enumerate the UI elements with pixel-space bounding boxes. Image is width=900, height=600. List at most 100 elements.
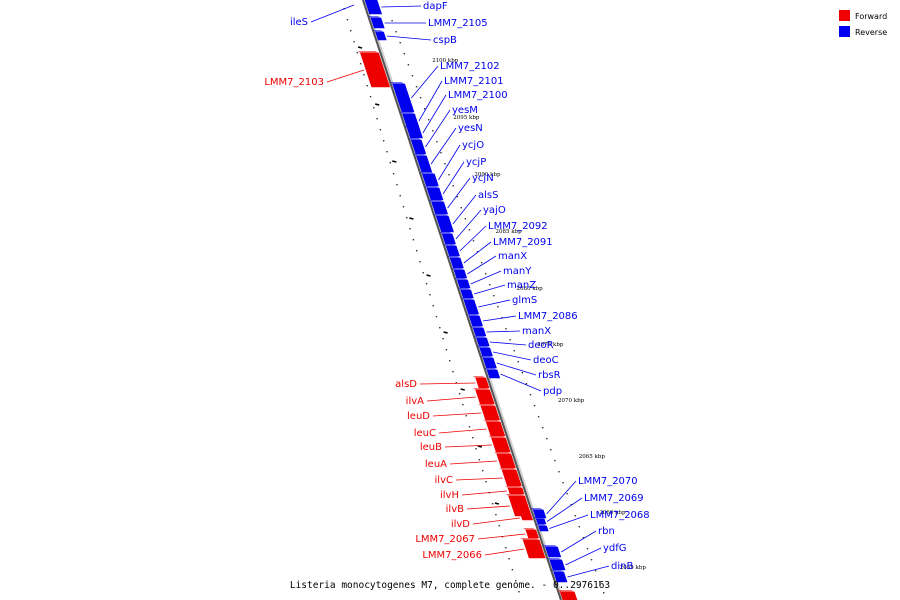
reverse-gene-block — [454, 278, 471, 289]
reverse-gene-leader — [459, 225, 487, 252]
forward-gene-block — [505, 494, 532, 517]
forward-legend-swatch — [839, 10, 850, 21]
reverse-gene-label: dapF — [423, 1, 448, 12]
reverse-gene-label: LMM7_2101 — [444, 76, 504, 87]
kbp-label: 2085 kbp — [495, 229, 522, 235]
reverse-gene-block — [372, 30, 387, 41]
reverse-gene-block — [439, 232, 456, 245]
forward-gene-label: ilvH — [440, 490, 459, 501]
reverse-gene-block — [443, 244, 460, 257]
forward-gene-label: ilvC — [435, 475, 453, 486]
reverse-gene-block — [408, 138, 427, 155]
reverse-gene-block — [447, 256, 464, 269]
reverse-gene-leader — [549, 514, 589, 529]
kbp-label: 2100 kbp — [432, 58, 459, 64]
reverse-gene-leader — [489, 341, 527, 346]
reverse-gene-leader — [381, 5, 422, 8]
reverse-gene-label: glmS — [512, 295, 537, 306]
forward-gene-leader — [326, 69, 365, 83]
reverse-gene-label: LMM7_2092 — [488, 221, 548, 232]
reverse-gene-block — [451, 268, 468, 279]
reverse-gene-label: rbn — [598, 526, 615, 537]
kbp-label: 2055 kbp — [620, 565, 647, 571]
reverse-gene-block — [367, 16, 385, 29]
reverse-legend-label: Reverse — [855, 28, 887, 37]
forward-gene-leader — [472, 517, 520, 525]
outer-tick-ring — [391, 20, 605, 594]
forward-gene-label: LMM7_2066 — [422, 550, 482, 561]
reverse-gene-label: LMM7_2086 — [518, 311, 578, 322]
reverse-legend-swatch — [839, 26, 850, 37]
forward-gene-leader — [419, 382, 476, 385]
reverse-gene-leader — [386, 35, 432, 41]
reverse-gene-block — [535, 524, 549, 532]
forward-gene-block — [499, 468, 522, 487]
reverse-gene-leader — [473, 284, 506, 295]
forward-gene-label: LMM7_2067 — [415, 534, 475, 545]
legend: Forward Reverse — [839, 10, 887, 37]
reverse-gene-block — [550, 570, 568, 583]
reverse-gene-leader — [567, 565, 610, 578]
reverse-gene-leader — [430, 127, 457, 165]
reverse-gene-label: yesM — [452, 105, 478, 116]
reverse-gene-leader — [422, 94, 447, 134]
forward-gene-block — [557, 590, 578, 600]
reverse-gene-block — [419, 172, 439, 187]
forward-gene-block — [488, 436, 511, 453]
major-tick — [477, 445, 482, 448]
forward-gene-block — [505, 486, 525, 495]
reverse-gene-label: ycjN — [472, 173, 494, 184]
forward-gene-block — [477, 404, 501, 421]
reverse-gene-label: LMM7_2100 — [448, 90, 508, 101]
reverse-gene-block — [424, 186, 444, 201]
reverse-gene-label: alsS — [478, 190, 498, 201]
reverse-gene-leader — [482, 315, 517, 322]
forward-gene-label: leuB — [420, 442, 442, 453]
forward-gene-leader — [455, 477, 503, 481]
reverse-gene-label: manY — [503, 266, 532, 277]
forward-legend-label: Forward — [855, 12, 887, 21]
kbp-label: 2065 kbp — [579, 454, 606, 460]
forward-gene-label: leuC — [414, 428, 436, 439]
reverse-gene-leader — [455, 209, 482, 240]
forward-gene-block — [483, 420, 506, 437]
reverse-gene-label: ycjO — [462, 140, 484, 151]
reverse-gene-label: rbsR — [538, 370, 561, 381]
forward-gene-block — [493, 452, 516, 469]
kbp-label: 2060 kbp — [599, 510, 626, 516]
reverse-gene-label: deoR — [528, 340, 554, 351]
kbp-label: 2070 kbp — [558, 398, 585, 404]
reverse-gene-block — [470, 326, 487, 337]
backbone-line — [362, 0, 562, 600]
reverse-gene-block — [461, 298, 480, 315]
forward-gene-label: LMM7_2103 — [264, 77, 324, 88]
forward-gene-leader — [438, 428, 487, 434]
reverse-gene-block — [457, 288, 474, 299]
reverse-gene-block — [364, 0, 383, 15]
forward-gene-label: ilvD — [451, 519, 470, 530]
reverse-gene-leader — [500, 373, 542, 392]
forward-gene-label: leuA — [425, 459, 447, 470]
reverse-gene-label: cspB — [433, 35, 457, 46]
reverse-gene-block — [530, 508, 547, 519]
major-tick — [443, 331, 448, 334]
reverse-gene-label: ycjP — [466, 157, 486, 168]
forward-gene-leader — [477, 533, 526, 540]
reverse-gene-leader — [546, 497, 583, 522]
kbp-label: 2080 kbp — [517, 286, 544, 292]
kbp-label: 2090 kbp — [474, 172, 501, 178]
reverse-gene-block — [484, 368, 501, 379]
reverse-gene-label: yesN — [458, 123, 483, 134]
forward-gene-label: ilvA — [406, 396, 424, 407]
major-tick — [392, 160, 397, 163]
map-caption: Listeria monocytogenes M7, complete geno… — [290, 580, 610, 591]
major-tick — [357, 46, 363, 49]
reverse-gene-leader — [418, 80, 443, 122]
reverse-gene-block — [533, 517, 547, 525]
forward-gene-block — [518, 514, 534, 521]
reverse-gene-leader — [467, 255, 497, 275]
forward-gene-leader — [461, 490, 508, 496]
reverse-gene-block — [399, 112, 420, 129]
reverse-gene-label: pdp — [543, 386, 562, 397]
